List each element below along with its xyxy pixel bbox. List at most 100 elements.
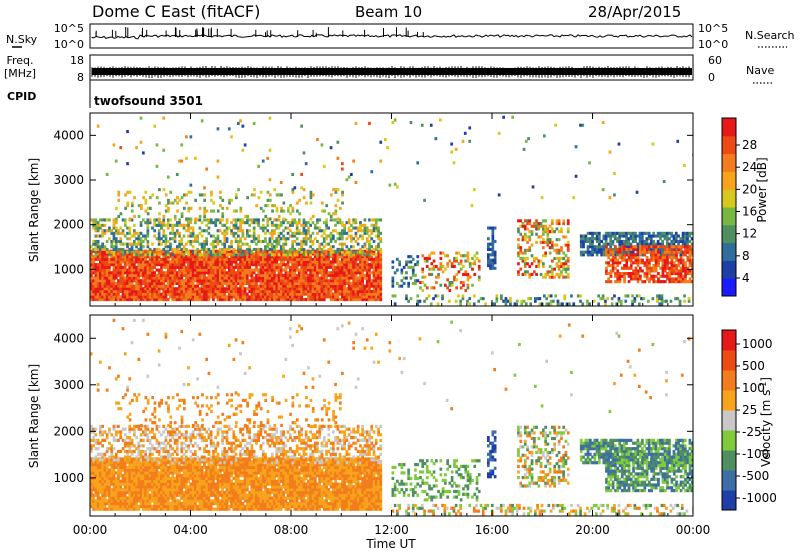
power-cell [248, 260, 251, 264]
power-cell [200, 279, 204, 283]
power-cell [185, 284, 188, 288]
power-cell [139, 289, 143, 293]
power-cell [180, 292, 184, 296]
power-cell [377, 295, 380, 299]
power-cell [250, 287, 254, 291]
power-cell [128, 292, 132, 296]
power-cell [225, 281, 229, 285]
power-cell [232, 231, 236, 235]
power-cell [178, 298, 181, 302]
power-cell [255, 249, 258, 253]
power-cell [282, 255, 285, 259]
power-cell [365, 289, 369, 293]
power-cell [354, 289, 358, 293]
power-cell [530, 243, 534, 247]
power-cell [112, 289, 116, 293]
power-cell [252, 255, 256, 259]
power-cell [666, 250, 669, 254]
power-cell [248, 284, 251, 288]
power-cell [250, 257, 254, 261]
power-cell [370, 279, 374, 283]
power-cell [620, 239, 624, 243]
power-cell [555, 238, 559, 242]
power-cell [466, 278, 470, 282]
power-cell [246, 265, 249, 269]
power-cell [169, 295, 172, 299]
power-cell [354, 268, 358, 272]
power-cell [304, 255, 308, 259]
power-cell [462, 283, 465, 287]
power-cell [239, 263, 242, 267]
power-cell [493, 302, 496, 306]
power-cell [119, 273, 123, 277]
power-cell [123, 234, 127, 238]
power-cell [681, 264, 685, 268]
power-cell [101, 234, 104, 238]
power-cell [178, 231, 181, 235]
power-cell [295, 257, 299, 261]
power-cell [584, 234, 588, 238]
power-cell [117, 265, 120, 269]
power-cell [372, 287, 376, 291]
power-cell [142, 281, 145, 285]
power-cell [144, 237, 147, 241]
power-cell [275, 252, 279, 256]
power-cell [105, 250, 109, 254]
power-cell [284, 250, 288, 254]
power-cell [112, 226, 116, 230]
power-cell [160, 263, 163, 267]
power-cell [148, 255, 152, 259]
power-cell [144, 276, 147, 280]
power-cell [347, 284, 351, 288]
power-cell [489, 264, 492, 268]
power-cell [595, 247, 599, 251]
power-cell [564, 270, 568, 274]
power-cell [180, 239, 184, 243]
power-cell [654, 250, 658, 254]
power-cell [96, 281, 100, 285]
power-cell [164, 209, 168, 213]
power-cell [688, 247, 692, 251]
power-cell [675, 245, 678, 249]
power-cell [325, 265, 328, 269]
power-cell [302, 223, 306, 227]
power-cell [354, 231, 358, 235]
power-cell [257, 263, 260, 267]
power-cell [405, 294, 408, 298]
power-cell [166, 279, 170, 283]
power-cell [135, 257, 138, 261]
power-cell [609, 245, 612, 249]
power-cell [191, 295, 195, 299]
power-cell [166, 284, 170, 288]
power-cell [189, 257, 193, 261]
power-cell [151, 257, 154, 261]
power-cell [675, 256, 678, 260]
power-cell [146, 263, 150, 267]
power-cell [128, 226, 132, 230]
power-cell [466, 251, 470, 255]
power-cell [270, 260, 274, 264]
power-cell [493, 226, 497, 230]
power-cell [182, 245, 186, 249]
power-cell [379, 273, 383, 277]
power-cell [377, 265, 380, 269]
power-cell [205, 287, 208, 291]
power-cell [620, 242, 624, 246]
power-cell [273, 188, 277, 192]
power-cell [243, 287, 247, 291]
power-cell [363, 276, 367, 280]
power-cell [347, 298, 351, 302]
power-cell [218, 250, 222, 254]
power-cell [257, 218, 260, 222]
power-cell [142, 196, 145, 200]
power-cell [289, 229, 292, 233]
power-cell [180, 249, 184, 253]
power-cell [345, 279, 349, 283]
power-cell [327, 284, 331, 288]
power-cell [544, 254, 547, 258]
power-cell [275, 209, 279, 213]
power-cell [533, 222, 536, 226]
power-cell [239, 276, 242, 280]
power-cell [530, 272, 534, 276]
power-cell [250, 234, 254, 238]
